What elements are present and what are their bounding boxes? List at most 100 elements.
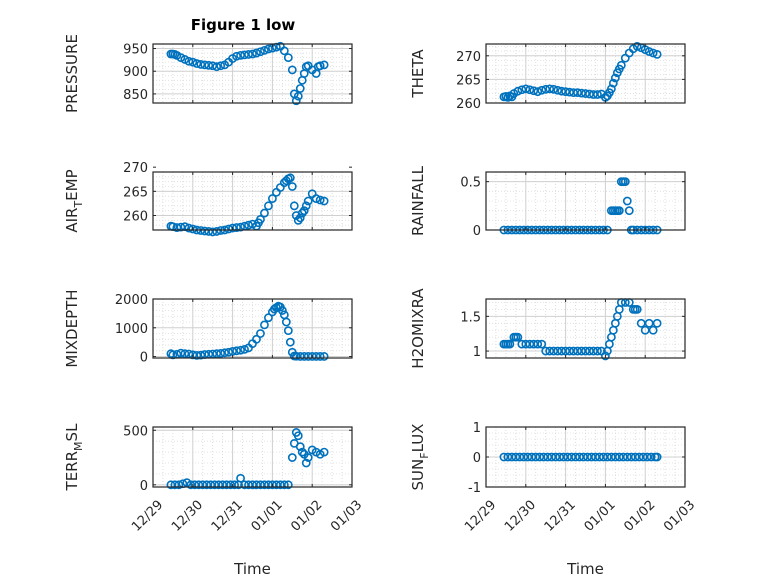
x-axis-label: Time [566,560,604,578]
data-point [232,51,241,61]
subplot-8: -1 0 1 12/29 12/30 12/31 01/01 01/02 01/03 Time SU… [409,421,698,578]
data-point [319,60,329,70]
x-tick-label: 01/01 [249,498,286,535]
y-tick-label: 2000 [115,293,148,308]
data-point [248,49,257,59]
data-point [174,480,184,490]
data-point [293,431,303,441]
y-tick-label: 0.5 [460,176,481,191]
data-point [303,453,313,462]
data-point [228,346,237,356]
data-point [196,350,206,360]
axes-box [485,171,686,231]
data-point [200,226,210,236]
data-point [256,47,265,57]
x-tick-label: 01/02 [621,498,658,535]
data-point [297,208,307,218]
data-point [616,60,626,70]
data-point [610,73,620,83]
y-tick-label: 1000 [115,322,148,337]
data-point [622,196,632,206]
data-point [264,201,273,211]
data-point [291,96,301,106]
data-point [236,473,245,483]
data-point [244,220,253,230]
data-point [319,196,329,206]
data-point [315,352,325,361]
y-axis-label: AIRTEMP [63,169,85,232]
data-point [287,65,297,75]
data-point [632,41,642,51]
subplot-3: 260 265 270 AIRTEMP [63,161,353,237]
data-point [521,84,531,94]
data-point [561,87,570,97]
y-tick-label: 1 [473,421,481,436]
data-point [240,344,249,354]
data-point [279,480,289,490]
data-point [301,458,311,468]
data-point [533,339,543,349]
plot-area [486,299,685,358]
y-tick-label: 0 [473,224,481,239]
y-tick-label: 900 [123,65,148,80]
data-point [608,78,618,88]
data-point [557,86,567,96]
data-point [646,452,656,462]
x-tick-label: 12/31 [542,498,579,535]
data-point [293,215,303,225]
subplot-6: 1 1.5 H2OMIXRA [409,288,686,369]
data-point [297,447,307,457]
data-point [283,326,293,336]
data-point [260,320,269,330]
x-tick-label: 01/01 [582,498,619,535]
data-point [652,318,662,328]
y-tick-label: 500 [123,424,148,439]
y-tick-label: 0 [140,351,148,366]
data-point [172,223,182,232]
data-point [176,222,186,232]
data-point [537,339,547,349]
y-tick-label: 0 [140,479,148,494]
data-point [212,349,222,359]
data-point [549,84,559,94]
data-point [176,348,186,358]
subplot-2: 260 265 270 THETA [409,41,686,112]
x-tick-label: 01/02 [288,498,325,535]
data-point [260,45,269,55]
subplot-4: 0 0.5 RAINFALL [409,165,686,239]
data-point [301,201,311,211]
y-axis-label: THETA [409,49,427,99]
data-point [287,182,297,191]
data-point [208,227,218,237]
data-point [295,84,305,93]
data-point [228,223,237,233]
data-point [505,339,515,349]
data-point [252,48,261,58]
y-tick-label: 0 [473,451,481,466]
subplot-1: 850 900 950 PRESSURE [63,34,353,113]
data-point [236,222,245,232]
data-point [295,213,305,223]
subplot-7: 0 500 12/29 12/30 12/31 01/01 01/02 01/03 Time TE… [63,423,365,578]
data-point [293,91,303,101]
axes-box [152,171,353,231]
y-tick-label: 270 [123,161,148,176]
y-tick-label: 265 [123,185,148,200]
data-point [180,349,190,359]
y-tick-label: 1 [473,345,481,360]
axes-box [152,426,353,488]
data-point [648,325,658,335]
data-point [264,44,273,54]
data-point [648,48,658,58]
data-point [285,173,295,183]
data-point [216,348,226,358]
data-point [593,346,602,356]
data-point [212,62,222,72]
x-tick-label: 01/03 [661,498,698,535]
data-point [216,61,226,71]
data-point [503,92,513,102]
data-point [315,195,325,205]
data-point [212,227,222,236]
subplot-5: 0 1000 2000 MIXDEPTH [63,289,353,368]
data-point [260,208,269,218]
